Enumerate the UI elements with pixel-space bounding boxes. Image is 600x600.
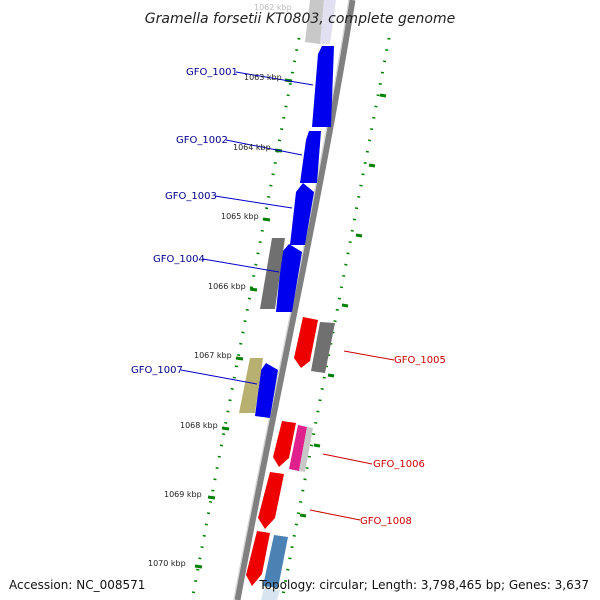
gene-arrow-gfo-1006[interactable] xyxy=(273,421,296,467)
kbp-tick xyxy=(341,303,349,308)
reverse-strand-genes xyxy=(246,317,335,600)
kbp-tick xyxy=(379,93,387,98)
accession-text: Accession: NC_008571 xyxy=(9,578,146,592)
kbp-ticks-right xyxy=(299,93,387,518)
gene-label-gfo-1005[interactable]: GFO_1005 xyxy=(394,355,446,366)
kbp-tick xyxy=(313,443,321,448)
gene-labels-left: GFO_1001 GFO_1002 GFO_1003 GFO_1004 GFO_… xyxy=(131,67,238,376)
gene-arrow-gfo-1005[interactable] xyxy=(294,317,318,368)
gene-arrow-bottom-red[interactable] xyxy=(246,531,270,586)
gene-label-gfo-1003[interactable]: GFO_1003 xyxy=(165,191,217,202)
kbp-label: 1070 kbp xyxy=(148,559,186,568)
kbp-tick xyxy=(221,426,230,431)
gene-label-gfo-1004[interactable]: GFO_1004 xyxy=(153,254,205,265)
leader-gfo-1006 xyxy=(322,453,373,465)
kbp-labels: 1062 kbp 1063 kbp 1064 kbp 1065 kbp 1066… xyxy=(148,3,292,568)
gene-arrow-magenta[interactable] xyxy=(289,425,307,471)
gene-arrow-gfo-1001[interactable] xyxy=(312,46,334,127)
gene-arrow-grey-gfo-1005-neighbor[interactable] xyxy=(311,322,335,373)
kbp-label: 1063 kbp xyxy=(244,73,282,82)
kbp-label: 1068 kbp xyxy=(180,421,218,430)
gene-arrow-light-top-2[interactable] xyxy=(320,0,336,44)
kbp-label: 1066 kbp xyxy=(208,282,246,291)
leader-gfo-1002 xyxy=(225,139,303,156)
gene-arrow-gfo-1007[interactable] xyxy=(255,363,278,418)
gene-labels-right: GFO_1005 GFO_1006 GFO_1008 xyxy=(360,355,446,527)
kbp-tick xyxy=(299,513,307,518)
leader-gfo-1003 xyxy=(214,195,293,209)
leader-gfo-1005 xyxy=(343,350,395,361)
kbp-label: 1062 kbp xyxy=(254,3,292,12)
kbp-label: 1069 kbp xyxy=(164,490,202,499)
genome-backbone xyxy=(233,0,356,600)
kbp-tick xyxy=(327,373,335,378)
kbp-label: 1064 kbp xyxy=(233,143,271,152)
gene-label-gfo-1001[interactable]: GFO_1001 xyxy=(186,67,238,78)
leader-gfo-1007 xyxy=(180,369,258,385)
leader-gfo-1004 xyxy=(202,258,280,273)
gene-arrow-grey-gfo-1004-neighbor[interactable] xyxy=(260,238,285,309)
gene-arrow-gfo-1008[interactable] xyxy=(258,472,284,529)
gene-label-gfo-1006[interactable]: GFO_1006 xyxy=(373,459,425,470)
kbp-tick xyxy=(355,233,363,238)
gene-arrow-light-mid[interactable] xyxy=(299,427,313,472)
gene-arrow-steel[interactable] xyxy=(263,535,288,588)
gene-arrow-gfo-1003[interactable] xyxy=(290,183,314,245)
outer-tick-guide-left xyxy=(190,37,301,600)
kbp-tick xyxy=(207,495,216,500)
kbp-label: 1067 kbp xyxy=(194,351,232,360)
kbp-tick xyxy=(249,287,258,292)
gene-arrow-gfo-1004[interactable] xyxy=(276,244,302,312)
topology-text: Topology: circular; Length: 3,798,465 bp… xyxy=(259,578,589,592)
gene-arrow-light-top[interactable] xyxy=(305,0,324,44)
kbp-tick xyxy=(262,217,271,222)
kbp-tick xyxy=(368,163,376,168)
kbp-tick xyxy=(235,356,244,361)
gene-label-gfo-1008[interactable]: GFO_1008 xyxy=(360,516,412,527)
kbp-label: 1065 kbp xyxy=(221,212,259,221)
gene-arrow-bottom-light[interactable] xyxy=(261,588,280,600)
leader-gfo-1008 xyxy=(309,509,361,521)
kbp-tick xyxy=(194,564,203,569)
forward-strand-genes xyxy=(239,0,336,418)
label-leaders xyxy=(180,71,395,521)
gene-arrow-olive[interactable] xyxy=(239,358,263,413)
leader-gfo-1001 xyxy=(235,71,314,86)
gene-label-gfo-1002[interactable]: GFO_1002 xyxy=(176,135,228,146)
gene-arrow-gfo-1002[interactable] xyxy=(300,131,321,183)
gene-label-gfo-1007[interactable]: GFO_1007 xyxy=(131,365,183,376)
map-title: Gramella forsetii KT0803, complete genom… xyxy=(145,11,455,27)
